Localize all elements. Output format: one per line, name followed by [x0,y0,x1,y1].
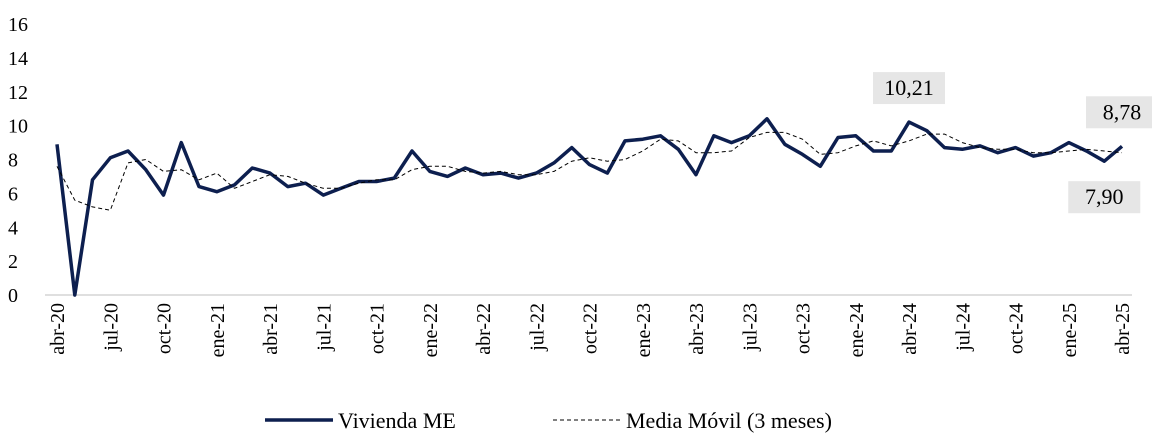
x-tick-label: oct-20 [154,303,176,354]
x-tick-label: oct-21 [367,303,389,354]
data-label-box [1086,96,1152,129]
y-tick-label: 4 [8,217,18,239]
y-tick-label: 2 [8,251,18,273]
x-tick-label: abr-23 [686,303,708,355]
y-tick-label: 8 [8,150,18,172]
x-tick-label: ene-24 [846,303,868,357]
x-tick-label: abr-22 [473,303,495,355]
x-tick-label: oct-22 [580,303,602,354]
x-tick-label: jul-22 [526,303,548,352]
y-tick-label: 14 [8,48,28,70]
series-line [55,117,1124,297]
x-tick-label: abr-20 [47,303,69,355]
y-tick-label: 10 [8,116,28,138]
moving-average-line [56,131,1123,211]
x-tick-label: ene-21 [207,303,229,357]
x-tick-label: abr-25 [1112,303,1134,355]
x-tick-label: oct-24 [1006,303,1028,354]
data-label-box [1068,181,1141,214]
legend-label: Vivienda ME [338,408,456,433]
x-tick-label: ene-22 [420,303,442,357]
x-tick-label: jul-20 [100,303,122,352]
data-label: 10,21 [884,75,934,100]
y-tick-label: 12 [8,82,28,104]
x-tick-label: jul-23 [739,303,761,352]
y-tick-label: 16 [8,14,28,36]
legend-label: Media Móvil (3 meses) [626,408,832,433]
x-tick-label: ene-25 [1059,303,1081,357]
x-tick-label: jul-24 [952,303,974,352]
x-tick-label: abr-21 [260,303,282,355]
x-tick-label: ene-23 [633,303,655,357]
data-label: 7,90 [1085,184,1124,209]
data-label: 8,78 [1103,99,1142,124]
y-tick-label: 6 [8,183,18,205]
y-tick-label: 0 [8,285,18,307]
data-label-box [873,72,945,105]
x-tick-label: jul-21 [313,303,335,352]
x-tick-label: abr-24 [899,303,921,355]
x-tick-label: oct-23 [793,303,815,354]
